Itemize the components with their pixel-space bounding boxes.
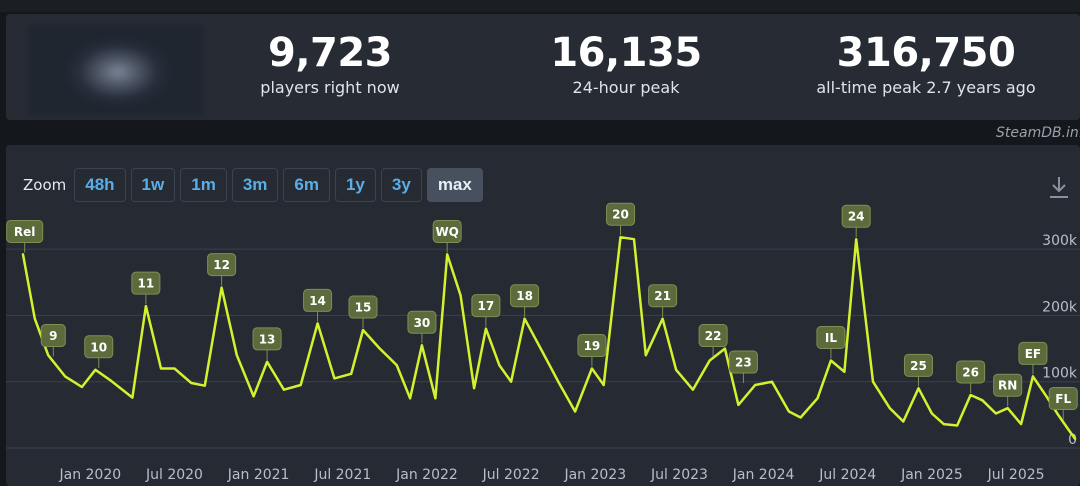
- annotation-label: IL: [825, 331, 837, 345]
- zoom-6m-button[interactable]: 6m: [283, 168, 330, 202]
- annotation-badge: [577, 333, 607, 357]
- zoom-bar: Zoom 48h 1w 1m 3m 6m 1y 3y max: [23, 168, 488, 202]
- annotation-label: 19: [584, 339, 601, 353]
- annotation-badge: [903, 353, 933, 377]
- annotation-badge: [841, 204, 871, 228]
- annotation-label: 30: [414, 316, 431, 330]
- annotation-label: 17: [478, 299, 495, 313]
- annotation-badge: [648, 284, 678, 308]
- annotation-label: 21: [654, 289, 671, 303]
- annotation-badge: [303, 288, 333, 312]
- annotation-badge: [407, 310, 437, 334]
- stat-value: 16,135: [550, 30, 702, 76]
- annotation-badge: [131, 271, 161, 295]
- stat-label: 24-hour peak: [572, 78, 680, 97]
- series-line: [21, 235, 1077, 440]
- x-tick-label: Jan 2024: [732, 467, 795, 483]
- annotation-label: 9: [49, 329, 57, 343]
- annotation-badge: [40, 324, 66, 348]
- stats-panel: 9,723 players right now 16,135 24-hour p…: [6, 14, 1080, 120]
- y-tick-label: 300k: [1042, 233, 1078, 249]
- stat-players-now: 9,723 players right now: [200, 30, 460, 97]
- annotation-badge: [510, 284, 540, 308]
- y-tick-label: 200k: [1042, 299, 1078, 315]
- annotation-badge: [471, 294, 501, 318]
- game-thumbnail[interactable]: [28, 24, 204, 116]
- stat-label: all-time peak 2.7 years ago: [816, 78, 1036, 97]
- annotation-label: 14: [309, 294, 326, 308]
- zoom-1w-button[interactable]: 1w: [130, 168, 176, 202]
- x-tick-label: Jul 2021: [313, 467, 371, 483]
- annotation-label: 20: [612, 208, 629, 222]
- annotation-badge: [606, 202, 636, 226]
- zoom-3y-button[interactable]: 3y: [380, 168, 422, 202]
- download-icon[interactable]: [1048, 175, 1070, 201]
- top-strip: [0, 0, 1080, 12]
- annotation-badge: [1048, 386, 1078, 410]
- annotation-badge: [252, 327, 282, 351]
- annotation-label: EF: [1025, 347, 1041, 361]
- annotation-badge: [993, 373, 1023, 397]
- annotation-badge: [432, 219, 462, 243]
- annotation-badge: [207, 253, 237, 277]
- stat-value: 316,750: [836, 30, 1016, 76]
- zoom-1m-button[interactable]: 1m: [180, 168, 227, 202]
- x-tick-label: Jul 2023: [650, 467, 708, 483]
- annotation-badge: [698, 324, 728, 348]
- annotation-label: 22: [705, 329, 722, 343]
- annotation-label: 23: [735, 356, 752, 370]
- annotation-label: 12: [213, 258, 230, 272]
- annotation-label: 15: [355, 301, 372, 315]
- x-tick-label: Jan 2022: [395, 467, 458, 483]
- annotation-label: RN: [998, 379, 1017, 393]
- zoom-48h-button[interactable]: 48h: [74, 168, 126, 202]
- annotation-badge: [84, 335, 114, 359]
- x-tick-label: Jul 2022: [482, 467, 540, 483]
- x-tick-label: Jan 2025: [900, 467, 963, 483]
- x-tick-label: Jan 2021: [227, 467, 290, 483]
- annotation-label: 13: [259, 332, 276, 346]
- x-tick-label: Jul 2020: [145, 467, 203, 483]
- annotation-badge: [348, 295, 378, 319]
- stat-24h-peak: 16,135 24-hour peak: [496, 30, 756, 97]
- x-tick-label: Jan 2023: [563, 467, 626, 483]
- zoom-1y-button[interactable]: 1y: [334, 168, 376, 202]
- players-chart[interactable]: 0 100k 200k 300k Jan 2020 Jul 2020 Jan 2021 Jul…: [6, 145, 1080, 486]
- chart-panel: Zoom 48h 1w 1m 3m 6m 1y 3y max 0 100k 200k…: [6, 145, 1080, 486]
- stat-label: players right now: [260, 78, 400, 97]
- x-tick-label: Jul 2024: [818, 467, 876, 483]
- zoom-label: Zoom: [23, 176, 67, 194]
- annotation-badge: [816, 326, 846, 350]
- annotation-label: 25: [910, 359, 927, 373]
- annotation-label: 18: [516, 289, 533, 303]
- annotation-badge: [956, 360, 986, 384]
- annotation-label: WQ: [435, 225, 458, 239]
- annotation-label: Rel: [14, 225, 36, 239]
- annotation-label: 24: [848, 210, 865, 224]
- annotation-label: 10: [90, 340, 107, 354]
- annotation-badge: [6, 219, 44, 243]
- y-tick-label: 0: [1068, 432, 1077, 448]
- annotation-label: 26: [962, 365, 979, 379]
- annotation-label: FL: [1055, 392, 1071, 406]
- zoom-3m-button[interactable]: 3m: [231, 168, 279, 202]
- annotation-badge: [728, 350, 758, 374]
- steamdb-watermark: SteamDB.info: [996, 125, 1080, 141]
- y-tick-label: 100k: [1042, 366, 1078, 382]
- x-tick-label: Jul 2025: [987, 467, 1045, 483]
- stat-all-time-peak: 316,750 all-time peak 2.7 years ago: [796, 30, 1056, 97]
- annotation-label: 11: [138, 277, 155, 291]
- stat-value: 9,723: [267, 30, 393, 76]
- annotation-badge: [1018, 341, 1048, 365]
- zoom-max-button[interactable]: max: [426, 168, 483, 202]
- x-tick-label: Jan 2020: [58, 467, 121, 483]
